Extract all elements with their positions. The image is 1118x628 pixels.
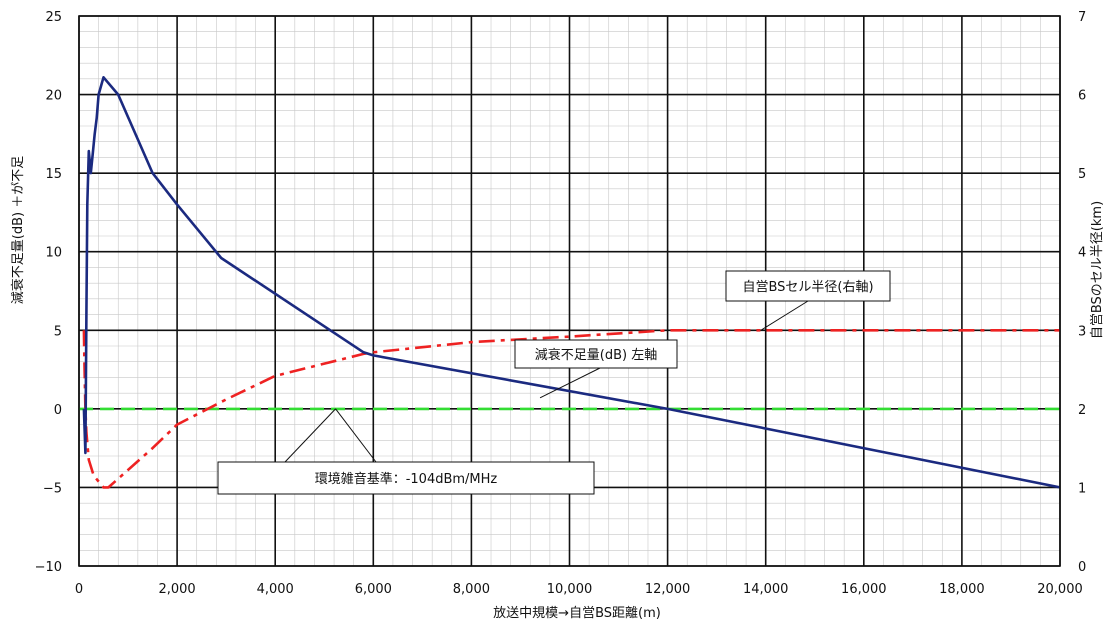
x-tick-label: 6,000 xyxy=(355,582,392,597)
axes xyxy=(78,15,1061,567)
x-tick-label: 14,000 xyxy=(743,582,789,597)
callout-noise-ref-box xyxy=(217,461,595,495)
x-tick-label: 10,000 xyxy=(547,582,593,597)
x-tick-label: 16,000 xyxy=(841,582,887,597)
y-left-tick-label: 15 xyxy=(45,167,62,182)
y-left-tick-label: 25 xyxy=(45,10,62,25)
x-tick-label: 4,000 xyxy=(257,582,294,597)
callouts: 自営BSセル半径(右軸) 減衰不足量(dB) 左軸環境雑音基準：-104dBm/M… xyxy=(217,270,891,495)
y-left-tick-label: −10 xyxy=(35,560,62,575)
y-left-tick-label: 10 xyxy=(45,246,62,261)
callout-attenuation-text: 減衰不足量(dB) 左軸 xyxy=(535,347,657,363)
y-left-tick-label: −5 xyxy=(43,481,62,496)
y-right-tick-label: 6 xyxy=(1078,89,1086,104)
series-line-0 xyxy=(82,76,1061,489)
x-axis-title: 放送中規模→自営BS距離(m) xyxy=(493,606,661,621)
y-axis-left-title: 減衰不足量(dB) ＋が不足 xyxy=(10,156,26,304)
tick-labels: 0 2,000 4,000 6,000 8,000 10,000 12,000 14,000 1… xyxy=(35,10,1087,597)
x-tick-label: 18,000 xyxy=(939,582,985,597)
callout-attenuation-leader xyxy=(539,367,601,399)
plot-frame xyxy=(78,15,1061,567)
callout-noise-ref-text: 環境雑音基準：-104dBm/MHz xyxy=(315,471,498,487)
y-left-tick-label: 5 xyxy=(54,324,62,339)
x-tick-label: 0 xyxy=(75,582,83,597)
callout-attenuation-box xyxy=(514,339,678,369)
callout-noise-ref-leader xyxy=(284,408,336,463)
y-right-tick-label: 2 xyxy=(1078,403,1086,418)
x-tick-label: 2,000 xyxy=(158,582,195,597)
callout-cell-radius-leader xyxy=(760,300,809,331)
y-left-tick-label: 20 xyxy=(45,89,62,104)
y-right-tick-label: 1 xyxy=(1078,481,1086,496)
callout-cell-radius-box xyxy=(725,270,891,302)
y-right-tick-label: 4 xyxy=(1078,246,1086,261)
series-layer xyxy=(79,76,1061,489)
x-tick-label: 20,000 xyxy=(1037,582,1083,597)
y-right-tick-label: 5 xyxy=(1078,167,1086,182)
callout-noise-ref-leader xyxy=(335,408,377,463)
y-left-tick-label: 0 xyxy=(54,403,62,418)
y-right-tick-label: 3 xyxy=(1078,324,1086,339)
y-right-tick-label: 7 xyxy=(1078,10,1086,25)
y-right-tick-label: 0 xyxy=(1078,560,1086,575)
x-tick-label: 12,000 xyxy=(645,582,691,597)
x-tick-label: 8,000 xyxy=(453,582,490,597)
callout-cell-radius-text: 自営BSセル半径(右軸) xyxy=(742,280,873,295)
y-axis-right-title: 自営BSのセル半径(km) xyxy=(1090,201,1105,339)
